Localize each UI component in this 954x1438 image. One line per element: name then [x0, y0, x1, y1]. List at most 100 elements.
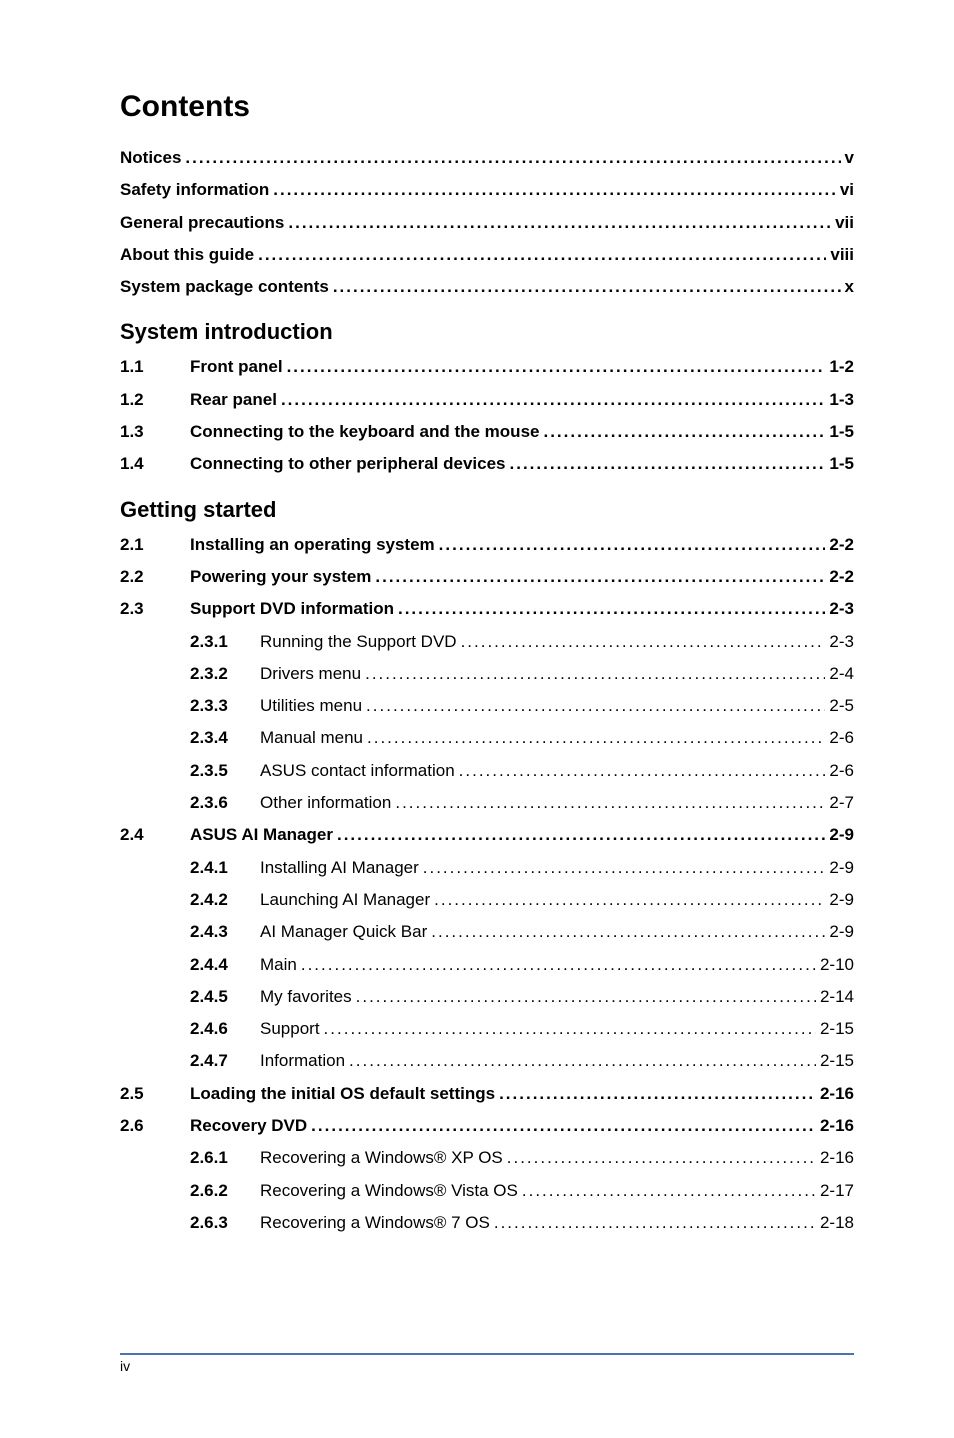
- toc-page: 2-16: [820, 1078, 854, 1110]
- toc-dots: [337, 819, 825, 851]
- toc-line: 1.3 Connecting to the keyboard and the m…: [120, 416, 854, 448]
- toc-num: 2.4.2: [190, 884, 260, 916]
- footer-rule: [120, 1353, 854, 1355]
- toc-page: 2-2: [829, 561, 854, 593]
- toc-num: 1.4: [120, 448, 190, 480]
- toc-label: About this guide: [120, 239, 254, 271]
- toc-num: 2.3.4: [190, 722, 260, 754]
- toc-page: 2-9: [829, 819, 854, 851]
- toc-num: 2.4.5: [190, 981, 260, 1013]
- toc-num: 2.4: [120, 819, 190, 851]
- toc-dots: [258, 239, 826, 271]
- toc-num: 2.3: [120, 593, 190, 625]
- toc-label: Main: [260, 949, 297, 981]
- toc-label: Support DVD information: [190, 593, 394, 625]
- toc-num: 1.2: [120, 384, 190, 416]
- toc-page: 1-3: [829, 384, 854, 416]
- toc-num: 2.5: [120, 1078, 190, 1110]
- toc-dots: [288, 207, 831, 239]
- toc-line: Notices v: [120, 142, 854, 174]
- toc-dots: [185, 142, 840, 174]
- toc-dots: [311, 1110, 816, 1142]
- page-title: Contents: [120, 90, 854, 124]
- toc-page: 2-3: [829, 626, 854, 658]
- toc-label: Connecting to other peripheral devices: [190, 448, 506, 480]
- toc-line: 2.4 ASUS AI Manager 2-9: [120, 819, 854, 851]
- toc-dots: [507, 1142, 816, 1174]
- toc-page: 2-15: [820, 1013, 854, 1045]
- toc-page: 2-6: [829, 722, 854, 754]
- toc-label: Connecting to the keyboard and the mouse: [190, 416, 539, 448]
- toc-page: 2-14: [820, 981, 854, 1013]
- toc-page: 2-16: [820, 1142, 854, 1174]
- toc-label: ASUS AI Manager: [190, 819, 333, 851]
- toc-dots: [324, 1013, 816, 1045]
- toc-label: Recovering a Windows® Vista OS: [260, 1175, 518, 1207]
- toc-num: 2.6.3: [190, 1207, 260, 1239]
- toc-page: 1-5: [829, 416, 854, 448]
- toc-dots: [439, 529, 826, 561]
- toc-label: Front panel: [190, 351, 283, 383]
- toc-line: 2.4.1 Installing AI Manager 2-9: [120, 852, 854, 884]
- toc-dots: [461, 626, 826, 658]
- page-footer: iv: [0, 1353, 954, 1374]
- toc-dots: [434, 884, 825, 916]
- toc-line: 1.1 Front panel 1-2: [120, 351, 854, 383]
- toc-dots: [431, 916, 825, 948]
- toc-line: 2.3.6 Other information 2-7: [120, 787, 854, 819]
- toc-dots: [333, 271, 841, 303]
- toc-label: Utilities menu: [260, 690, 362, 722]
- toc-dots: [367, 722, 825, 754]
- toc-num: 2.2: [120, 561, 190, 593]
- toc-label: Recovering a Windows® XP OS: [260, 1142, 503, 1174]
- toc-page: 2-2: [829, 529, 854, 561]
- toc-line: General precautions vii: [120, 207, 854, 239]
- toc-page: 2-18: [820, 1207, 854, 1239]
- toc-line: 2.3.4 Manual menu 2-6: [120, 722, 854, 754]
- toc-num: 2.6: [120, 1110, 190, 1142]
- toc-dots: [499, 1078, 816, 1110]
- toc-page: vi: [840, 174, 854, 206]
- toc-label: My favorites: [260, 981, 352, 1013]
- toc-line: 2.3.2 Drivers menu 2-4: [120, 658, 854, 690]
- toc-label: Running the Support DVD: [260, 626, 457, 658]
- toc-num: 2.1: [120, 529, 190, 561]
- toc-line: 2.6.2 Recovering a Windows® Vista OS 2-1…: [120, 1175, 854, 1207]
- toc-line: 1.2 Rear panel 1-3: [120, 384, 854, 416]
- toc-label: Launching AI Manager: [260, 884, 430, 916]
- toc-label: Drivers menu: [260, 658, 361, 690]
- toc-line: 2.3.1 Running the Support DVD 2-3: [120, 626, 854, 658]
- toc-page: 2-7: [829, 787, 854, 819]
- toc-num: 2.4.7: [190, 1045, 260, 1077]
- toc-num: 2.3.6: [190, 787, 260, 819]
- toc-dots: [398, 593, 825, 625]
- toc-num: 2.4.6: [190, 1013, 260, 1045]
- toc-dots: [423, 852, 826, 884]
- toc-line: 2.2 Powering your system 2-2: [120, 561, 854, 593]
- toc-label: Installing an operating system: [190, 529, 435, 561]
- toc-dots: [349, 1045, 816, 1077]
- toc-num: 2.3.1: [190, 626, 260, 658]
- toc-label: AI Manager Quick Bar: [260, 916, 427, 948]
- toc-label: Support: [260, 1013, 320, 1045]
- toc-dots: [301, 949, 816, 981]
- toc-page: 1-5: [829, 448, 854, 480]
- toc-line: 2.4.3 AI Manager Quick Bar 2-9: [120, 916, 854, 948]
- toc-label: System package contents: [120, 271, 329, 303]
- toc-dots: [273, 174, 836, 206]
- toc-page: 2-10: [820, 949, 854, 981]
- toc-dots: [543, 416, 825, 448]
- toc-line: 2.6 Recovery DVD 2-16: [120, 1110, 854, 1142]
- toc-label: Powering your system: [190, 561, 371, 593]
- toc-dots: [287, 351, 826, 383]
- toc-line: Safety information vi: [120, 174, 854, 206]
- toc-dots: [510, 448, 826, 480]
- toc-line: 2.3.3 Utilities menu 2-5: [120, 690, 854, 722]
- toc-line: 2.6.1 Recovering a Windows® XP OS 2-16: [120, 1142, 854, 1174]
- toc-line: 2.1 Installing an operating system 2-2: [120, 529, 854, 561]
- toc-num: 2.3.3: [190, 690, 260, 722]
- page: Contents Notices v Safety information vi…: [0, 0, 954, 1438]
- toc-dots: [365, 658, 825, 690]
- toc-page: 2-15: [820, 1045, 854, 1077]
- toc-line: 2.3.5 ASUS contact information 2-6: [120, 755, 854, 787]
